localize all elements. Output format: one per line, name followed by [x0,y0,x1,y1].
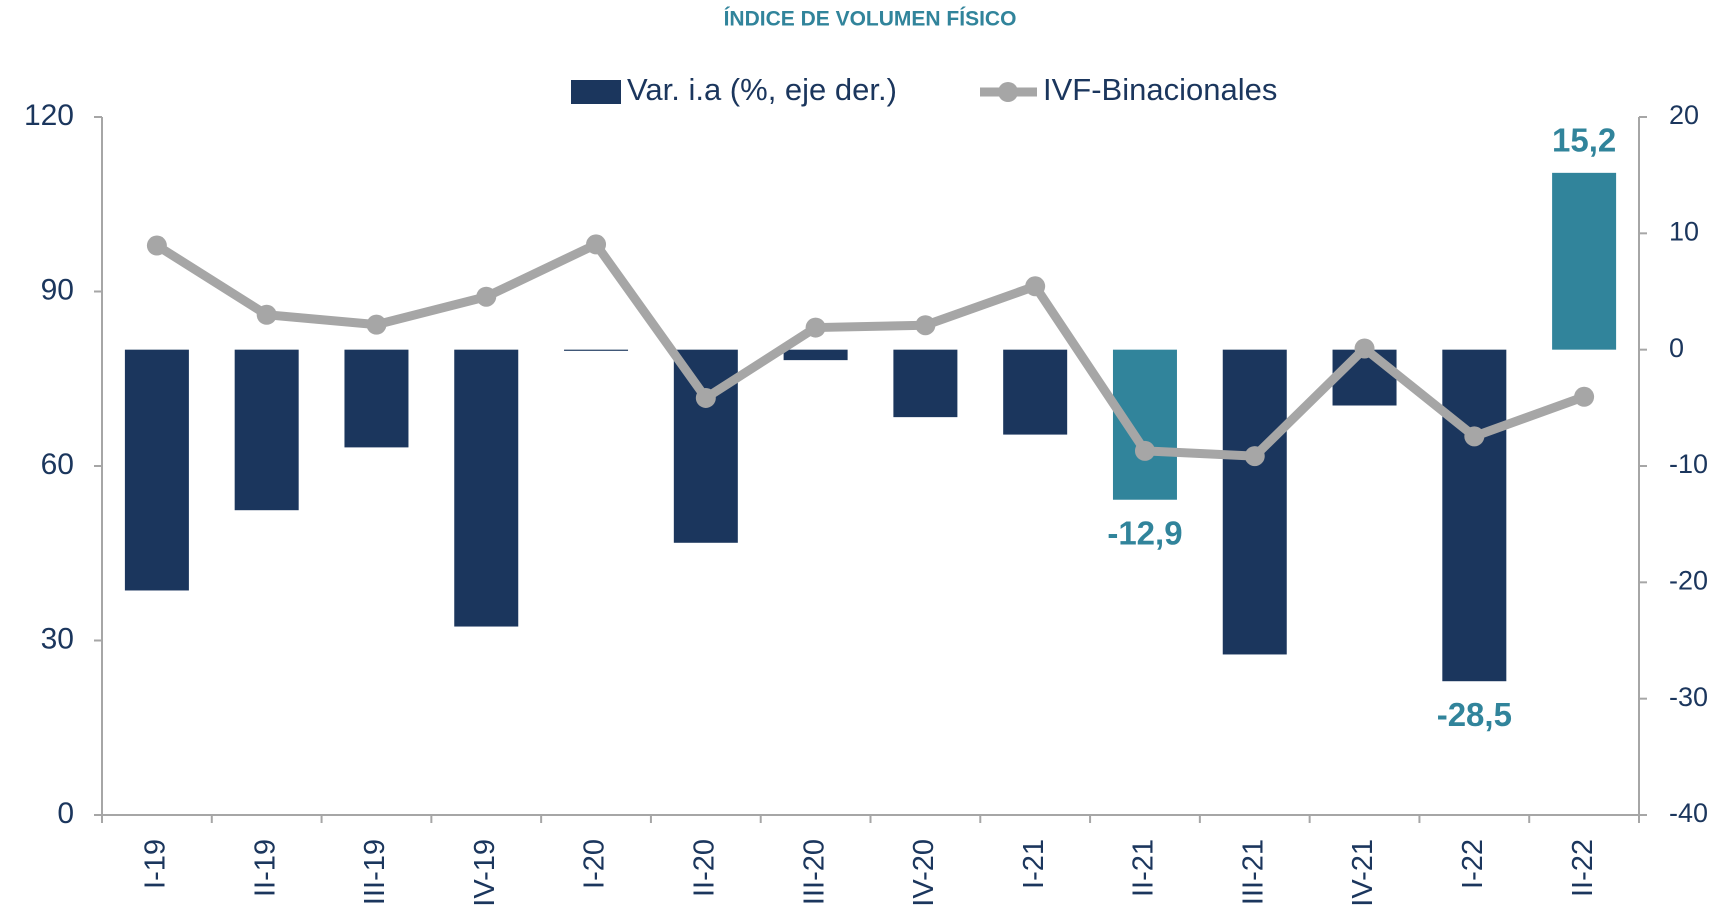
x-tick-label: I-20 [579,839,611,889]
point [805,317,826,338]
point [476,286,497,307]
x-tick-label: I-21 [1018,839,1050,889]
point [586,234,607,255]
x-tick-label: IV-19 [469,839,501,907]
line [154,239,1586,461]
x-tick-label: IV-21 [1347,839,1379,907]
point [695,387,716,408]
point [1025,276,1046,297]
y-tick-label: 30 [41,622,74,655]
y-tick-label: 90 [41,273,74,306]
bar [454,349,519,627]
y2-tick-label: -20 [1669,565,1708,595]
bar [893,349,958,418]
legend-label: IVF-Binacionales [1043,72,1277,107]
bar [1552,172,1617,350]
x-tick-label: II-21 [1128,839,1160,897]
data-label: 15,2 [1552,122,1616,159]
y2-tick-label: -10 [1669,449,1708,479]
x-tick-label: II-19 [249,839,281,897]
point [1574,386,1595,407]
y-tick-label: 60 [41,448,74,481]
x-tick-label: II-20 [688,839,720,897]
legend-label: Var. i.a (%, eje der.) [627,72,897,107]
x-tick-label: I-19 [140,839,172,889]
legend-marker [571,80,621,104]
data-label: -12,9 [1107,514,1182,551]
x-tick-label: III-21 [1237,839,1269,905]
y2-tick-label: -40 [1669,798,1708,828]
y2-tick-label: 10 [1669,216,1699,246]
point [1464,426,1485,447]
point [366,314,387,335]
bar [124,349,189,591]
bar [1222,349,1287,655]
x-tick-label: I-22 [1457,839,1489,889]
point [146,235,167,256]
bar [344,349,409,448]
y-tick-label: 120 [24,99,74,132]
y2-tick-label: 20 [1669,100,1699,130]
bar [1003,349,1068,435]
point [256,304,277,325]
point [1244,446,1265,467]
legend-marker [998,82,1018,102]
x-tick-label: III-19 [359,839,391,905]
bar [1442,349,1507,682]
bar [1332,349,1397,406]
y-tick-label: 0 [57,797,74,830]
point [915,315,936,336]
data-label: -28,5 [1437,696,1512,733]
bar [783,349,848,361]
bar [234,349,299,511]
point [1134,440,1155,461]
chart-title: ÍNDICE DE VOLUMEN FÍSICO [724,8,1017,31]
bar [564,349,629,351]
y2-tick-label: 0 [1669,333,1684,363]
x-tick-label: IV-20 [908,839,940,907]
x-tick-label: III-20 [798,839,830,905]
point [1354,338,1375,359]
y2-tick-label: -30 [1669,682,1708,712]
x-tick-label: II-22 [1567,839,1599,897]
